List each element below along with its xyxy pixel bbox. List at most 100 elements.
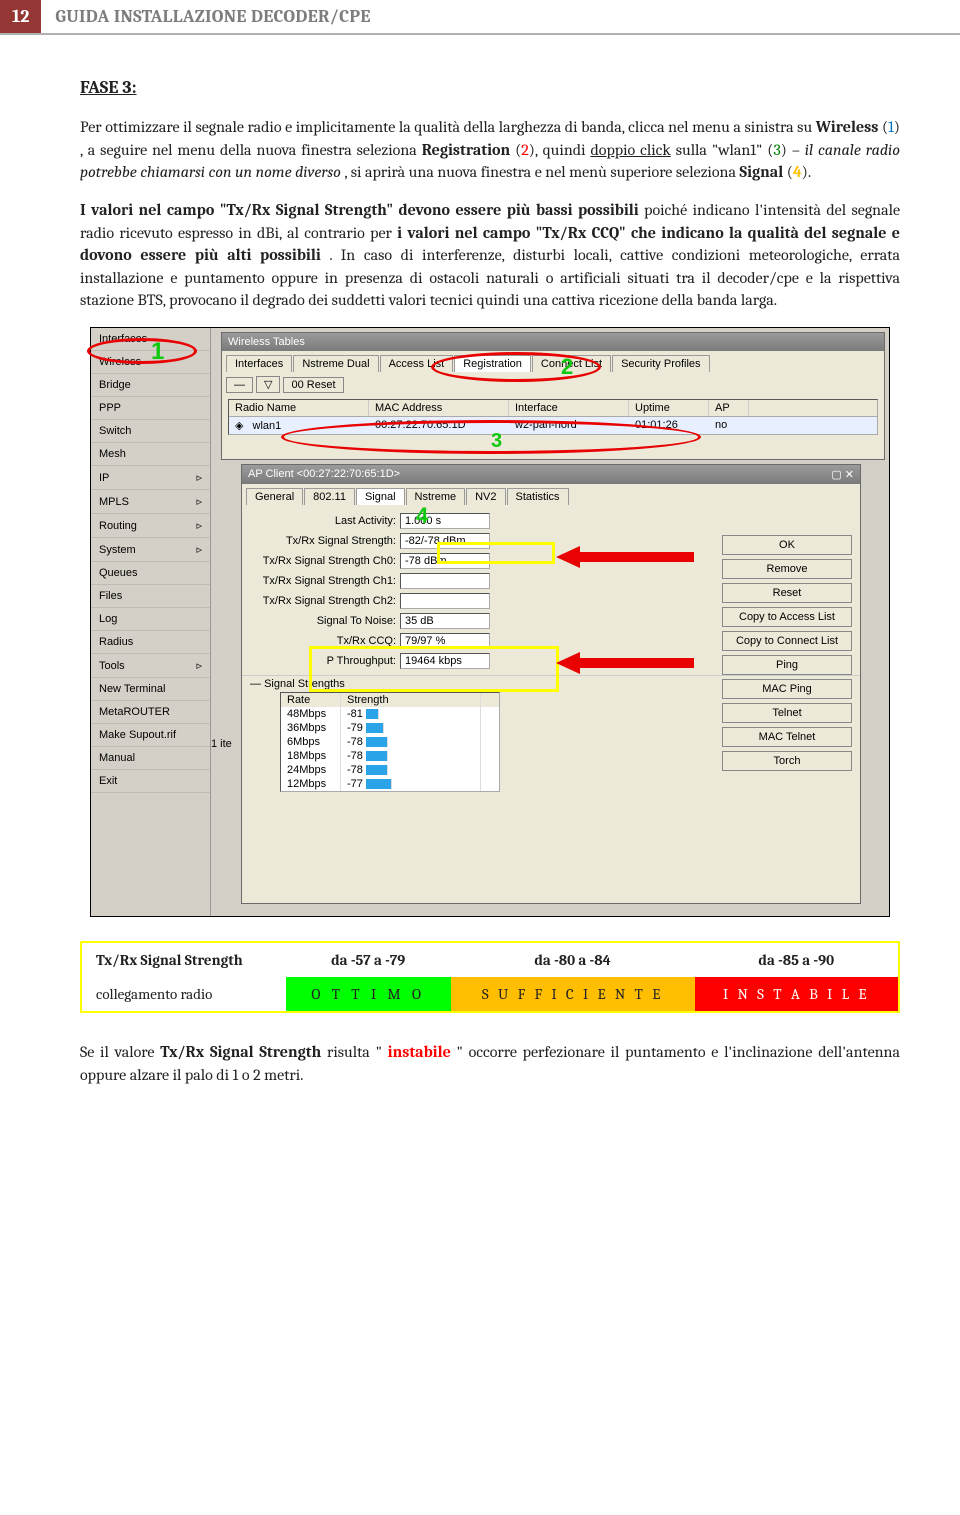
tab[interactable]: Interfaces [226, 355, 292, 372]
field-value [400, 593, 490, 609]
sidebar-item[interactable]: Exit [91, 770, 210, 793]
field-value [400, 573, 490, 589]
action-button[interactable]: Ping [722, 655, 852, 675]
paragraph-2: I valori nel campo "Tx/Rx Signal Strengt… [80, 199, 900, 311]
sidebar-item[interactable]: Interfaces [91, 328, 210, 351]
field-row: Tx/Rx Signal Strength Ch2: [242, 591, 692, 611]
field-row: Signal To Noise:35 dB [242, 611, 692, 631]
chevron-right-icon: ▹ [196, 495, 202, 508]
text: Per ottimizzare il segnale radio e impli… [80, 118, 816, 136]
column-header: Interface [509, 400, 629, 416]
qtable-header-range2: da -80 a -84 [451, 942, 695, 977]
sidebar-item[interactable]: PPP [91, 397, 210, 420]
window-wireless-tables: Wireless Tables InterfacesNstreme DualAc… [221, 332, 885, 460]
column-header: Radio Name [229, 400, 369, 416]
tab[interactable]: Security Profiles [612, 355, 709, 372]
sidebar-item[interactable]: IP▹ [91, 466, 210, 490]
field-label: Tx/Rx Signal Strength Ch0: [250, 555, 400, 567]
action-button[interactable]: Copy to Connect List [722, 631, 852, 651]
paragraph-1: Per ottimizzare il segnale radio e impli… [80, 116, 900, 183]
closing-paragraph: Se il valore Tx/Rx Signal Strength risul… [80, 1041, 900, 1086]
qtable-row-label: collegamento radio [81, 977, 286, 1012]
action-button[interactable]: Torch [722, 751, 852, 771]
screenshot: InterfacesWirelessBridgePPPSwitchMeshIP▹… [90, 327, 890, 917]
tab[interactable]: Statistics [507, 488, 569, 505]
reset-button[interactable]: 00 Reset [283, 377, 343, 393]
tab[interactable]: Connect List [532, 355, 611, 372]
tab[interactable]: Signal [356, 488, 405, 505]
strength-table: Rate Strength 48Mbps-81 36Mbps-79 6Mbps-… [280, 692, 500, 792]
action-button[interactable]: Remove [722, 559, 852, 579]
sidebar: InterfacesWirelessBridgePPPSwitchMeshIP▹… [91, 328, 211, 916]
sidebar-item[interactable]: Bridge [91, 374, 210, 397]
minus-button[interactable]: — [226, 377, 253, 393]
action-button[interactable]: Copy to Access List [722, 607, 852, 627]
content: FASE 3: Per ottimizzare il segnale radio… [0, 75, 960, 1086]
sidebar-item[interactable]: Log [91, 608, 210, 631]
window-controls[interactable]: ▢ ✕ [831, 468, 854, 481]
column-header: MAC Address [369, 400, 509, 416]
action-button[interactable]: Telnet [722, 703, 852, 723]
page-title: GUIDA INSTALLAZIONE DECODER/CPE [41, 0, 384, 33]
chevron-right-icon: ▹ [196, 471, 202, 484]
sidebar-item[interactable]: Mesh [91, 443, 210, 466]
sidebar-item[interactable]: Tools▹ [91, 654, 210, 678]
field-label: Last Activity: [250, 515, 400, 527]
tab[interactable]: 802.11 [304, 488, 355, 505]
table-row[interactable]: ◈ wlan1 00:27:22:70:65:1D w2-pan-nord 01… [229, 417, 877, 434]
tab[interactable]: Access List [380, 355, 454, 372]
filter-button[interactable]: ▽ [256, 376, 280, 393]
text-bold: I valori nel campo "Tx/Rx Signal Strengt… [80, 201, 639, 219]
tab[interactable]: Nstreme [406, 488, 466, 505]
tab[interactable]: NV2 [466, 488, 505, 505]
action-button[interactable]: MAC Ping [722, 679, 852, 699]
field-value: 35 dB [400, 613, 490, 629]
sidebar-item[interactable]: Make Supout.rif [91, 724, 210, 747]
cell-interface: w2-pan-nord [509, 417, 629, 434]
field-row: Last Activity:1.000 s [242, 511, 692, 531]
field-value: -78 dBm [400, 553, 490, 569]
action-button[interactable]: OK [722, 535, 852, 555]
qtable-header-range1: da -57 a -79 [286, 942, 451, 977]
text-bold: Signal [740, 163, 784, 181]
text-bold: Tx/Rx Signal Strength [160, 1043, 321, 1061]
text: ), quindi [529, 141, 591, 159]
field-row: P Throughput:19464 kbps [242, 651, 692, 671]
sidebar-item[interactable]: Radius [91, 631, 210, 654]
field-label: P Throughput: [250, 655, 400, 667]
action-button[interactable]: Reset [722, 583, 852, 603]
text: , si aprirà una nuova finestra e nel men… [344, 163, 739, 181]
sidebar-item[interactable]: System▹ [91, 538, 210, 562]
text: ) – [781, 141, 805, 159]
table: Radio NameMAC AddressInterfaceUptimeAP ◈… [228, 399, 878, 435]
field-value: 79/97 % [400, 633, 490, 649]
sidebar-item[interactable]: Queues [91, 562, 210, 585]
column-header: Uptime [629, 400, 709, 416]
sidebar-item[interactable]: MPLS▹ [91, 490, 210, 514]
table-header: Radio NameMAC AddressInterfaceUptimeAP [229, 400, 877, 417]
sidebar-item[interactable]: Files [91, 585, 210, 608]
qtable-header-range3: da -85 a -90 [695, 942, 899, 977]
sidebar-item[interactable]: Wireless [91, 351, 210, 374]
sidebar-item[interactable]: New Terminal [91, 678, 210, 701]
titlebar: Wireless Tables [222, 333, 884, 351]
sidebar-item[interactable]: MetaROUTER [91, 701, 210, 724]
sidebar-item[interactable]: Manual [91, 747, 210, 770]
page-number: 12 [0, 0, 41, 33]
field-label: Tx/Rx CCQ: [250, 635, 400, 647]
action-button[interactable]: MAC Telnet [722, 727, 852, 747]
field-row: Tx/Rx CCQ:79/97 % [242, 631, 692, 651]
field-label: Tx/Rx Signal Strength Ch1: [250, 575, 400, 587]
ref-2: 2 [521, 141, 529, 159]
column-header: AP [709, 400, 749, 416]
toolbar: — ▽ 00 Reset [222, 372, 884, 397]
text-bold: Wireless [816, 118, 879, 136]
titlebar: AP Client <00:27:22:70:65:1D> ▢ ✕ [242, 465, 860, 484]
right-button-column: OK Remove Reset Copy to Access List Copy to … [722, 535, 852, 771]
sidebar-item[interactable]: Switch [91, 420, 210, 443]
tab[interactable]: Nstreme Dual [293, 355, 378, 372]
tab[interactable]: Registration [454, 355, 531, 372]
sidebar-item[interactable]: Routing▹ [91, 514, 210, 538]
tab[interactable]: General [246, 488, 303, 505]
text-instabile: instabile [388, 1043, 451, 1061]
